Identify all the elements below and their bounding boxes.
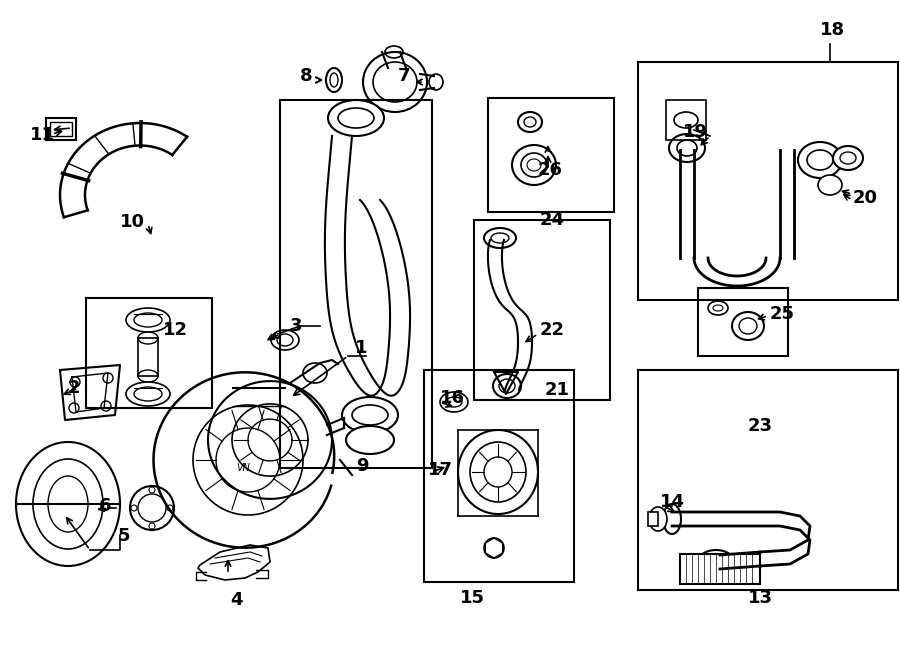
Text: 2: 2: [68, 379, 80, 397]
Ellipse shape: [512, 145, 556, 185]
Bar: [488, 98, 614, 212]
Polygon shape: [198, 545, 270, 580]
Text: 5: 5: [118, 527, 130, 545]
Text: 25: 25: [770, 305, 795, 323]
Ellipse shape: [493, 374, 521, 398]
Ellipse shape: [669, 134, 705, 162]
Text: 15: 15: [460, 589, 485, 607]
Ellipse shape: [363, 52, 427, 112]
Bar: [474, 220, 610, 400]
Text: 3: 3: [290, 317, 302, 335]
Text: 8: 8: [300, 67, 312, 85]
Ellipse shape: [458, 430, 538, 514]
Ellipse shape: [484, 228, 516, 248]
Bar: [680, 554, 760, 584]
Bar: [46, 118, 76, 140]
Ellipse shape: [708, 301, 728, 315]
Bar: [638, 370, 898, 590]
Ellipse shape: [126, 308, 170, 332]
Ellipse shape: [440, 392, 468, 412]
Text: 22: 22: [540, 321, 565, 339]
Ellipse shape: [798, 142, 842, 178]
Ellipse shape: [674, 112, 698, 128]
Text: 6: 6: [99, 497, 112, 515]
Text: 11: 11: [30, 126, 55, 144]
Text: 24: 24: [540, 211, 565, 229]
Ellipse shape: [484, 538, 504, 558]
Bar: [86, 298, 212, 408]
Ellipse shape: [16, 442, 120, 566]
Ellipse shape: [346, 426, 394, 454]
Ellipse shape: [130, 486, 174, 530]
Text: 14: 14: [660, 493, 685, 511]
Text: 18: 18: [820, 21, 845, 39]
Text: VN: VN: [236, 463, 250, 473]
Bar: [666, 100, 706, 140]
Bar: [50, 122, 72, 136]
Text: 20: 20: [853, 189, 878, 207]
Ellipse shape: [698, 550, 734, 574]
Text: 1: 1: [355, 339, 367, 357]
Text: 17: 17: [428, 461, 453, 479]
Text: 9: 9: [356, 457, 368, 475]
Ellipse shape: [326, 68, 342, 92]
Text: 12: 12: [163, 321, 188, 339]
Text: 16: 16: [440, 389, 465, 407]
Text: 23: 23: [748, 417, 773, 435]
Bar: [638, 62, 898, 300]
Text: 10: 10: [120, 213, 145, 231]
Text: 19: 19: [683, 123, 708, 141]
Bar: [280, 100, 432, 468]
Text: 21: 21: [545, 381, 570, 399]
Ellipse shape: [126, 382, 170, 406]
Ellipse shape: [328, 100, 384, 136]
Ellipse shape: [818, 175, 842, 195]
Ellipse shape: [732, 312, 764, 340]
Ellipse shape: [649, 507, 667, 531]
Ellipse shape: [663, 504, 681, 534]
Text: 26: 26: [538, 161, 563, 179]
Ellipse shape: [342, 397, 398, 433]
Bar: [138, 338, 158, 376]
Ellipse shape: [518, 112, 542, 132]
Bar: [648, 512, 658, 526]
Text: 7: 7: [398, 67, 410, 85]
Text: 13: 13: [748, 589, 773, 607]
Ellipse shape: [833, 146, 863, 170]
Text: 4: 4: [230, 591, 242, 609]
Bar: [424, 370, 574, 582]
Bar: [698, 288, 788, 356]
